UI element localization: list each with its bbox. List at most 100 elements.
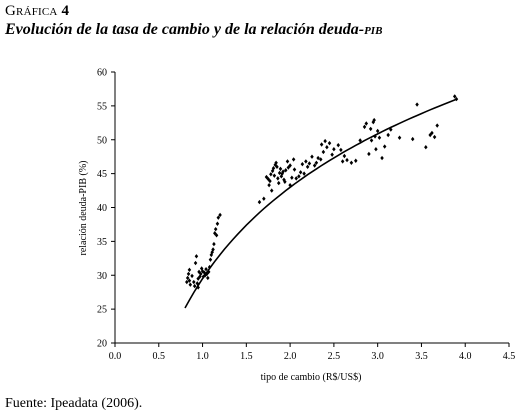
data-point	[188, 282, 193, 287]
data-point	[208, 257, 213, 262]
figure-number: 4	[61, 3, 70, 19]
data-point	[290, 175, 294, 180]
source-note: Fuente: Ipeadata (2006).	[5, 396, 143, 411]
data-point	[193, 260, 198, 266]
x-axis-label: tipo de cambio (R$/US$)	[261, 372, 362, 383]
data-point	[291, 157, 296, 162]
data-point	[310, 154, 314, 159]
x-tick-label: 4.0	[459, 351, 472, 362]
data-point	[454, 96, 459, 102]
data-point	[283, 179, 287, 184]
data-point	[364, 121, 369, 126]
data-point	[319, 142, 324, 147]
data-point	[272, 173, 277, 178]
y-tick-label: 45	[97, 169, 107, 180]
data-point	[305, 164, 310, 170]
figure-label-word: Gráfica	[5, 3, 58, 19]
data-point	[430, 130, 434, 136]
y-tick-label: 50	[97, 135, 107, 146]
data-point	[285, 159, 290, 164]
data-point	[372, 117, 376, 123]
data-point	[410, 136, 415, 142]
data-point	[316, 155, 320, 161]
x-tick-label: 3.5	[415, 351, 428, 362]
data-point	[271, 166, 276, 171]
data-point	[203, 273, 207, 278]
x-tick-label: 2.0	[284, 351, 297, 362]
data-point	[185, 275, 190, 281]
x-tick-label: 0.0	[109, 351, 122, 362]
data-point	[321, 149, 326, 155]
data-point	[382, 144, 387, 149]
data-point	[278, 166, 283, 172]
data-point	[292, 167, 297, 172]
data-point	[386, 132, 390, 138]
data-point	[192, 279, 196, 285]
data-point	[269, 172, 273, 177]
data-point	[213, 226, 218, 232]
y-tick-label: 30	[97, 271, 107, 282]
data-point	[206, 275, 210, 281]
data-point	[336, 142, 341, 148]
y-tick-label: 40	[97, 203, 107, 214]
y-tick-label: 60	[97, 68, 107, 79]
data-point	[375, 128, 380, 134]
figure-label: Gráfica 4	[5, 2, 515, 20]
data-point	[190, 273, 194, 279]
data-point	[332, 147, 336, 152]
data-point	[194, 254, 199, 259]
y-tick-label: 35	[97, 237, 107, 248]
data-point	[288, 182, 292, 188]
data-point	[325, 145, 329, 150]
figure-heading: Gráfica 4 Evolución de la tasa de cambio…	[5, 2, 515, 40]
data-point	[312, 163, 317, 168]
data-point	[275, 164, 279, 170]
data-point	[323, 138, 327, 144]
data-point	[297, 174, 301, 179]
data-point	[268, 178, 272, 184]
data-point	[373, 134, 377, 139]
data-point	[276, 180, 281, 186]
data-point	[257, 199, 262, 205]
data-point	[369, 138, 374, 143]
data-point	[300, 161, 305, 167]
data-point	[269, 188, 274, 193]
y-tick-label: 25	[97, 305, 107, 316]
data-point	[185, 279, 189, 285]
data-point	[368, 126, 373, 132]
data-point	[345, 157, 349, 163]
x-tick-label: 2.5	[328, 351, 341, 362]
data-point	[288, 163, 292, 168]
figure-title-main: Evolución de la tasa de cambio y de la r…	[5, 21, 365, 38]
trend-line	[184, 98, 457, 309]
data-point	[196, 285, 200, 290]
data-point	[374, 147, 378, 152]
data-point	[274, 160, 278, 165]
data-point	[212, 241, 216, 247]
data-point	[415, 102, 419, 107]
data-point	[216, 215, 221, 220]
data-point	[432, 134, 437, 140]
data-point	[298, 170, 303, 175]
data-point	[186, 271, 191, 277]
x-tick-label: 0.5	[153, 351, 166, 362]
data-point	[199, 271, 203, 277]
x-tick-label: 4.5	[503, 351, 516, 362]
data-point	[340, 159, 345, 164]
data-point	[314, 160, 319, 165]
data-point	[342, 153, 347, 159]
data-point	[354, 158, 358, 163]
y-tick-label: 20	[97, 339, 107, 350]
data-point	[367, 151, 371, 157]
data-point	[307, 161, 312, 166]
data-point	[318, 157, 323, 162]
data-point	[435, 123, 439, 128]
data-point	[207, 264, 212, 270]
x-tick-label: 1.5	[240, 351, 253, 362]
data-point	[267, 182, 271, 188]
data-point	[327, 140, 332, 146]
data-point	[330, 152, 334, 157]
data-point	[380, 155, 384, 161]
data-point	[195, 281, 200, 286]
data-point	[187, 267, 192, 273]
